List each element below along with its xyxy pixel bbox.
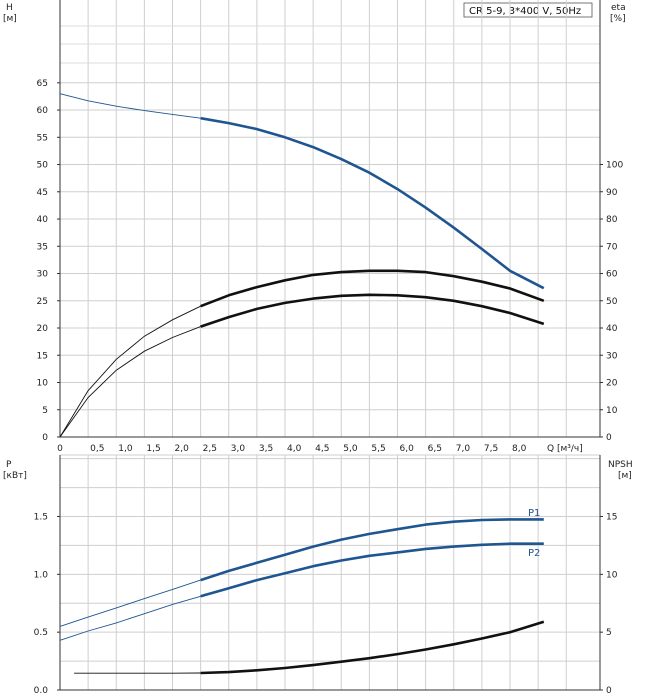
p-tick-label: 1.0 [34, 570, 49, 580]
npsh-tick-label: 15 [606, 513, 617, 523]
p-axis-label: P [6, 460, 12, 470]
y2-tick-label: 80 [606, 215, 618, 225]
y-tick-label: 40 [37, 215, 49, 225]
y2-axis-label: eta [611, 3, 626, 13]
y-tick-label: 65 [37, 79, 48, 89]
y-tick-label: 0 [42, 433, 48, 443]
x-tick-label: 3,5 [259, 444, 273, 454]
y-tick-label: 10 [37, 379, 49, 389]
p1-curve [200, 518, 544, 582]
y-tick-label: 35 [37, 242, 48, 252]
x-tick-label: 7,5 [484, 444, 498, 454]
p-tick-label: 0.0 [34, 686, 49, 696]
y2-tick-label: 60 [606, 270, 618, 280]
p1-curve-thin [59, 579, 201, 627]
y2-axis-unit: [%] [610, 14, 626, 24]
y2-tick-label: 30 [606, 351, 618, 361]
x-axis-label: Q [м³/ч] [547, 444, 583, 454]
p2-series-label: P2 [528, 548, 540, 559]
efficiency-curve-1 [200, 269, 545, 308]
p1-series-label: P1 [528, 508, 540, 519]
y-tick-label: 55 [37, 133, 48, 143]
npsh-tick-label: 0 [606, 686, 612, 696]
npsh-tick-label: 10 [606, 570, 618, 580]
y2-tick-label: 10 [606, 406, 618, 416]
y-tick-label: 20 [37, 324, 49, 334]
x-tick-label: 8,0 [512, 444, 527, 454]
x-tick-label: 6,5 [428, 444, 442, 454]
y-tick-label: 15 [37, 351, 48, 361]
y-tick-label: 60 [37, 106, 49, 116]
y-tick-label: 50 [37, 161, 49, 171]
p2-curve [200, 542, 544, 598]
x-tick-label: 1,0 [118, 444, 133, 454]
y-tick-label: 25 [37, 297, 48, 307]
y2-tick-label: 0 [606, 433, 612, 443]
y-tick-label: 45 [37, 188, 48, 198]
x-tick-label: 6,0 [400, 444, 415, 454]
efficiency-curve-2-thin [59, 326, 201, 438]
y2-tick-label: 50 [606, 297, 618, 307]
chart-title: CR 5-9, 3*400 V, 50Hz [469, 6, 581, 17]
x-tick-label: 4,0 [287, 444, 302, 454]
y2-tick-label: 40 [606, 324, 618, 334]
x-tick-label: 5,0 [343, 444, 358, 454]
y-tick-label: 30 [37, 270, 49, 280]
y-axis-unit: [м] [3, 14, 17, 24]
chart-title-box [463, 2, 593, 18]
x-tick-label: 7,0 [456, 444, 471, 454]
npsh-axis-unit: [м] [618, 471, 632, 481]
x-tick-label: 0,5 [90, 444, 104, 454]
p-axis-unit: [кВт] [3, 471, 27, 481]
efficiency-curve-2 [200, 293, 545, 328]
y2-tick-label: 20 [606, 379, 618, 389]
x-tick-label: 3,0 [231, 444, 246, 454]
y2-tick-label: 90 [606, 188, 618, 198]
p2-curve-thin [59, 595, 201, 641]
y2-tick-label: 100 [606, 161, 623, 171]
x-tick-label: 1,5 [146, 444, 160, 454]
x-tick-label: 5,5 [371, 444, 385, 454]
npsh-axis-label: NPSH [608, 460, 633, 470]
npsh-tick-label: 5 [606, 628, 612, 638]
p-tick-label: 1.5 [34, 513, 48, 523]
efficiency-curve-1-thin [59, 305, 201, 438]
x-tick-label: 4,5 [315, 444, 329, 454]
y-axis-label: H [6, 3, 13, 13]
head-curve [200, 116, 545, 290]
p-tick-label: 0.5 [34, 628, 48, 638]
x-tick-label: 2,5 [203, 444, 217, 454]
y-tick-label: 5 [42, 406, 48, 416]
y2-tick-label: 70 [606, 242, 618, 252]
head-curve-thin [59, 93, 201, 119]
x-tick-label: 0 [57, 444, 63, 454]
x-tick-label: 2,0 [175, 444, 190, 454]
npsh-curve [200, 620, 545, 675]
